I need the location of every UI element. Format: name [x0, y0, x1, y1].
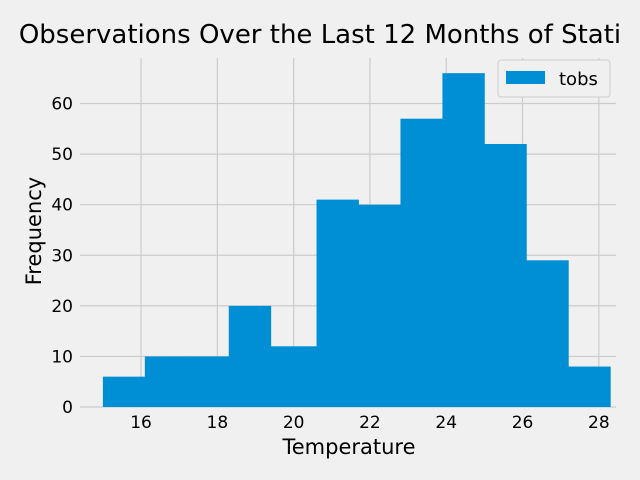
x-tick-label: 22	[359, 413, 381, 433]
chart-title: Observations Over the Last 12 Months of …	[19, 20, 621, 50]
x-tick-label: 26	[512, 413, 534, 433]
histogram-bar	[484, 143, 527, 407]
y-tick-label: 50	[51, 145, 73, 165]
y-tick-label: 60	[51, 95, 73, 115]
histogram-bar	[526, 260, 569, 407]
y-tick-label: 0	[62, 398, 73, 418]
histogram-bar	[316, 199, 359, 407]
legend: tobs	[497, 59, 611, 98]
y-tick-label: 20	[51, 297, 73, 317]
histogram-bar	[270, 346, 317, 407]
x-tick-label: 24	[435, 413, 457, 433]
histogram-bar	[568, 366, 611, 407]
x-tick-label: 16	[130, 413, 152, 433]
histogram-bar	[358, 204, 401, 407]
legend-box	[497, 59, 611, 98]
y-tick-label: 30	[51, 246, 73, 266]
x-tick-label: 18	[207, 413, 229, 433]
legend-label-tobs: tobs	[559, 69, 598, 90]
x-axis-label: Temperature	[281, 435, 415, 459]
y-tick-label: 40	[51, 196, 73, 216]
histogram-bar	[144, 356, 188, 407]
histogram-bar	[102, 376, 146, 407]
histogram-bar	[228, 305, 272, 407]
y-axis-ticks: 0 10 20 30 40 50 60	[51, 95, 73, 418]
x-tick-label: 28	[588, 413, 610, 433]
x-axis-ticks: 16 18 20 22 24 26 28	[130, 413, 609, 433]
histogram-bar	[400, 118, 443, 408]
legend-swatch-tobs	[506, 71, 545, 84]
y-tick-label: 10	[51, 347, 73, 367]
histogram-bar	[186, 356, 230, 407]
x-tick-label: 20	[283, 413, 305, 433]
histogram-bar	[442, 73, 485, 407]
y-axis-label: Frequency	[22, 177, 46, 286]
histogram-bars	[102, 73, 611, 408]
